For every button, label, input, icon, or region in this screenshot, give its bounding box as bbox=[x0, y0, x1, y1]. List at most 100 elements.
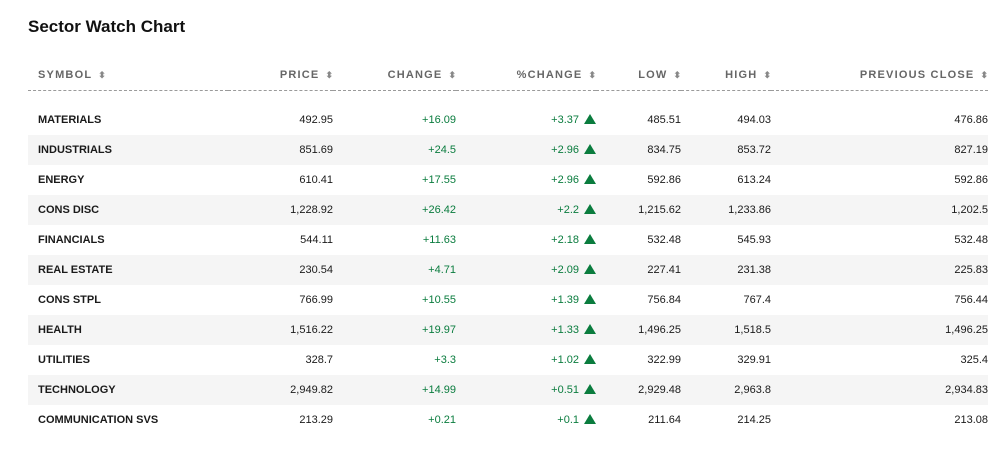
high-cell: 767.4 bbox=[681, 285, 771, 315]
high-cell-value: 494.03 bbox=[737, 114, 771, 126]
sort-icon: ⬍ bbox=[98, 69, 106, 80]
price-cell: 492.95 bbox=[228, 105, 333, 135]
price-cell-value: 610.41 bbox=[299, 174, 333, 186]
symbol-cell[interactable]: MATERIALS bbox=[28, 105, 228, 135]
price-cell-value: 213.29 bbox=[299, 414, 333, 426]
symbol-cell[interactable]: TECHNOLOGY bbox=[28, 375, 228, 405]
low-cell-value: 592.86 bbox=[647, 174, 681, 186]
symbol-cell[interactable]: CONS DISC bbox=[28, 195, 228, 225]
low-cell: 834.75 bbox=[596, 135, 681, 165]
table-row[interactable]: UTILITIES 328.7 +3.3 +1.02 322.99 329.91 325.4 bbox=[28, 345, 988, 375]
previous-close-cell: 2,934.83 bbox=[771, 375, 988, 405]
column-header-high[interactable]: HIGH ⬍ bbox=[681, 60, 771, 91]
column-header-previous-close[interactable]: PREVIOUS CLOSE ⬍ bbox=[771, 60, 988, 91]
high-cell-value: 853.72 bbox=[737, 144, 771, 156]
pct-change-cell-value: +0.1 bbox=[557, 414, 579, 426]
price-cell-value: 2,949.82 bbox=[290, 384, 333, 396]
column-header-label: SYMBOL bbox=[38, 69, 93, 81]
previous-close-cell: 756.44 bbox=[771, 285, 988, 315]
header-spacer bbox=[28, 91, 988, 106]
symbol-cell[interactable]: HEALTH bbox=[28, 315, 228, 345]
column-header-change[interactable]: CHANGE ⬍ bbox=[333, 60, 456, 91]
change-cell: +11.63 bbox=[333, 225, 456, 255]
up-arrow-icon bbox=[584, 414, 596, 424]
up-arrow-icon bbox=[584, 384, 596, 394]
previous-close-cell-value: 213.08 bbox=[954, 414, 988, 426]
price-cell: 213.29 bbox=[228, 405, 333, 435]
pct-change-cell-value: +2.96 bbox=[551, 144, 579, 156]
change-cell-value: +4.71 bbox=[428, 264, 456, 276]
sort-icon: ⬍ bbox=[763, 69, 771, 80]
previous-close-cell: 532.48 bbox=[771, 225, 988, 255]
high-cell-value: 2,963.8 bbox=[734, 384, 771, 396]
table-row[interactable]: ENERGY 610.41 +17.55 +2.96 592.86 613.24 592.8… bbox=[28, 165, 988, 195]
table-row[interactable]: INDUSTRIALS 851.69 +24.5 +2.96 834.75 853.72 8… bbox=[28, 135, 988, 165]
symbol-cell-value: UTILITIES bbox=[38, 354, 90, 366]
table-row[interactable]: HEALTH 1,516.22 +19.97 +1.33 1,496.25 1,518.5… bbox=[28, 315, 988, 345]
symbol-cell[interactable]: ENERGY bbox=[28, 165, 228, 195]
sort-icon: ⬍ bbox=[673, 69, 681, 80]
symbol-cell-value: CONS DISC bbox=[38, 204, 100, 216]
up-arrow-icon bbox=[584, 174, 596, 184]
pct-change-cell: +2.09 bbox=[456, 255, 596, 285]
table-row[interactable]: REAL ESTATE 230.54 +4.71 +2.09 227.41 231.38 2… bbox=[28, 255, 988, 285]
high-cell-value: 329.91 bbox=[737, 354, 771, 366]
table-row[interactable]: MATERIALS 492.95 +16.09 +3.37 485.51 494.03 47… bbox=[28, 105, 988, 135]
symbol-cell[interactable]: CONS STPL bbox=[28, 285, 228, 315]
previous-close-cell-value: 1,202.5 bbox=[951, 204, 988, 216]
symbol-cell[interactable]: COMMUNICATION SVS bbox=[28, 405, 228, 435]
low-cell: 1,215.62 bbox=[596, 195, 681, 225]
table-body: MATERIALS 492.95 +16.09 +3.37 485.51 494.03 47… bbox=[28, 91, 988, 435]
column-header-symbol[interactable]: SYMBOL ⬍ bbox=[28, 60, 228, 91]
change-cell: +4.71 bbox=[333, 255, 456, 285]
pct-change-cell-value: +1.33 bbox=[551, 324, 579, 336]
up-arrow-icon bbox=[584, 354, 596, 364]
high-cell: 545.93 bbox=[681, 225, 771, 255]
previous-close-cell-value: 532.48 bbox=[954, 234, 988, 246]
symbol-cell[interactable]: UTILITIES bbox=[28, 345, 228, 375]
table-row[interactable]: FINANCIALS 544.11 +11.63 +2.18 532.48 545.93 5… bbox=[28, 225, 988, 255]
price-cell: 230.54 bbox=[228, 255, 333, 285]
column-header-label: LOW bbox=[638, 69, 668, 81]
table-row[interactable]: CONS STPL 766.99 +10.55 +1.39 756.84 767.4 756… bbox=[28, 285, 988, 315]
pct-change-cell-value: +2.96 bbox=[551, 174, 579, 186]
symbol-cell[interactable]: REAL ESTATE bbox=[28, 255, 228, 285]
symbol-cell-value: INDUSTRIALS bbox=[38, 144, 112, 156]
low-cell: 211.64 bbox=[596, 405, 681, 435]
high-cell-value: 231.38 bbox=[737, 264, 771, 276]
high-cell: 1,518.5 bbox=[681, 315, 771, 345]
price-cell-value: 1,228.92 bbox=[290, 204, 333, 216]
change-cell-value: +14.99 bbox=[422, 384, 456, 396]
column-header-price[interactable]: PRICE ⬍ bbox=[228, 60, 333, 91]
symbol-cell[interactable]: FINANCIALS bbox=[28, 225, 228, 255]
column-header-pct-change[interactable]: %CHANGE ⬍ bbox=[456, 60, 596, 91]
table-row[interactable]: CONS DISC 1,228.92 +26.42 +2.2 1,215.62 1,233… bbox=[28, 195, 988, 225]
change-cell-value: +0.21 bbox=[428, 414, 456, 426]
symbol-cell-value: HEALTH bbox=[38, 324, 82, 336]
pct-change-cell-value: +2.18 bbox=[551, 234, 579, 246]
sort-icon: ⬍ bbox=[588, 69, 596, 80]
price-cell: 766.99 bbox=[228, 285, 333, 315]
change-cell: +14.99 bbox=[333, 375, 456, 405]
symbol-cell-value: ENERGY bbox=[38, 174, 85, 186]
pct-change-cell-value: +0.51 bbox=[551, 384, 579, 396]
symbol-cell-value: REAL ESTATE bbox=[38, 264, 113, 276]
up-arrow-icon bbox=[584, 234, 596, 244]
table-row[interactable]: COMMUNICATION SVS 213.29 +0.21 +0.1 211.64 21… bbox=[28, 405, 988, 435]
symbol-cell-value: COMMUNICATION SVS bbox=[38, 414, 159, 426]
sector-table: SYMBOL ⬍ PRICE ⬍ CHANGE ⬍ %CHANGE ⬍ LOW ⬍ HIG… bbox=[28, 60, 988, 435]
up-arrow-icon bbox=[584, 324, 596, 334]
change-cell-value: +16.09 bbox=[422, 114, 456, 126]
high-cell: 1,233.86 bbox=[681, 195, 771, 225]
table-row[interactable]: TECHNOLOGY 2,949.82 +14.99 +0.51 2,929.48 2,9… bbox=[28, 375, 988, 405]
table-header-row: SYMBOL ⬍ PRICE ⬍ CHANGE ⬍ %CHANGE ⬍ LOW ⬍ HIG… bbox=[28, 60, 988, 91]
column-header-low[interactable]: LOW ⬍ bbox=[596, 60, 681, 91]
price-cell-value: 492.95 bbox=[299, 114, 333, 126]
change-cell: +3.3 bbox=[333, 345, 456, 375]
change-cell-value: +19.97 bbox=[422, 324, 456, 336]
sort-icon: ⬍ bbox=[980, 69, 988, 80]
low-cell-value: 485.51 bbox=[647, 114, 681, 126]
symbol-cell[interactable]: INDUSTRIALS bbox=[28, 135, 228, 165]
previous-close-cell: 225.83 bbox=[771, 255, 988, 285]
